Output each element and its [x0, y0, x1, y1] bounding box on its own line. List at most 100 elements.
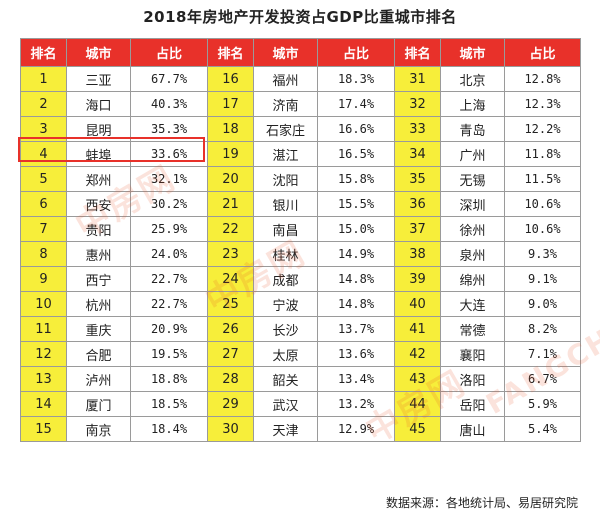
- rank-cell: 6: [20, 191, 67, 217]
- rank-cell: 27: [207, 341, 254, 367]
- share-cell: 14.8%: [317, 266, 395, 292]
- city-cell: 合肥: [66, 341, 131, 367]
- city-cell: 常德: [440, 316, 505, 342]
- city-cell: 桂林: [253, 241, 318, 267]
- share-cell: 16.6%: [317, 116, 395, 142]
- table-row: 13 泸州 18.8% 28 韶关 13.4% 43 洛阳 6.7%: [20, 366, 581, 392]
- share-cell: 12.2%: [504, 116, 581, 142]
- city-cell: 济南: [253, 91, 318, 117]
- rank-cell: 44: [394, 391, 441, 417]
- table-row: 4 蚌埠 33.6% 19 湛江 16.5% 34 广州 11.8%: [20, 141, 581, 167]
- share-cell: 12.8%: [504, 66, 581, 92]
- rank-cell: 5: [20, 166, 67, 192]
- header-share: 占比: [130, 38, 208, 67]
- city-cell: 杭州: [66, 291, 131, 317]
- table-row: 6 西安 30.2% 21 银川 15.5% 36 深圳 10.6%: [20, 191, 581, 217]
- rank-cell: 39: [394, 266, 441, 292]
- rank-cell: 1: [20, 66, 67, 92]
- table-row: 3 昆明 35.3% 18 石家庄 16.6% 33 青岛 12.2%: [20, 116, 581, 142]
- table-row: 10 杭州 22.7% 25 宁波 14.8% 40 大连 9.0%: [20, 291, 581, 317]
- rank-cell: 31: [394, 66, 441, 92]
- table-row: 8 惠州 24.0% 23 桂林 14.9% 38 泉州 9.3%: [20, 241, 581, 267]
- share-cell: 30.2%: [130, 191, 208, 217]
- share-cell: 15.0%: [317, 216, 395, 242]
- rank-cell: 29: [207, 391, 254, 417]
- header-rank: 排名: [207, 38, 254, 67]
- city-cell: 惠州: [66, 241, 131, 267]
- city-cell: 长沙: [253, 316, 318, 342]
- city-cell: 武汉: [253, 391, 318, 417]
- header-share: 占比: [317, 38, 395, 67]
- rank-cell: 3: [20, 116, 67, 142]
- rank-cell: 7: [20, 216, 67, 242]
- city-cell: 银川: [253, 191, 318, 217]
- rank-cell: 16: [207, 66, 254, 92]
- share-cell: 18.5%: [130, 391, 208, 417]
- city-cell: 南京: [66, 416, 131, 442]
- source-note: 数据来源：各地统计局、易居研究院: [385, 496, 578, 510]
- table-row: 7 贵阳 25.9% 22 南昌 15.0% 37 徐州 10.6%: [20, 216, 581, 242]
- rank-cell: 26: [207, 316, 254, 342]
- header-rank: 排名: [394, 38, 441, 67]
- city-cell: 西宁: [66, 266, 131, 292]
- city-cell: 无锡: [440, 166, 505, 192]
- share-cell: 25.9%: [130, 216, 208, 242]
- share-cell: 7.1%: [504, 341, 581, 367]
- rank-cell: 40: [394, 291, 441, 317]
- rank-cell: 25: [207, 291, 254, 317]
- share-cell: 22.7%: [130, 266, 208, 292]
- rank-cell: 33: [394, 116, 441, 142]
- rank-cell: 18: [207, 116, 254, 142]
- city-cell: 泉州: [440, 241, 505, 267]
- city-cell: 岳阳: [440, 391, 505, 417]
- share-cell: 19.5%: [130, 341, 208, 367]
- share-cell: 20.9%: [130, 316, 208, 342]
- table-body: 1 三亚 67.7% 16 福州 18.3% 31 北京 12.8% 2 海口 40.3% 17 济南 17…: [20, 66, 581, 442]
- city-cell: 海口: [66, 91, 131, 117]
- rank-cell: 43: [394, 366, 441, 392]
- city-cell: 天津: [253, 416, 318, 442]
- city-cell: 青岛: [440, 116, 505, 142]
- city-cell: 深圳: [440, 191, 505, 217]
- city-cell: 襄阳: [440, 341, 505, 367]
- share-cell: 14.9%: [317, 241, 395, 267]
- rank-cell: 41: [394, 316, 441, 342]
- share-cell: 16.5%: [317, 141, 395, 167]
- rank-cell: 10: [20, 291, 67, 317]
- share-cell: 18.3%: [317, 66, 395, 92]
- share-cell: 18.8%: [130, 366, 208, 392]
- rank-cell: 14: [20, 391, 67, 417]
- share-cell: 11.8%: [504, 141, 581, 167]
- rank-cell: 24: [207, 266, 254, 292]
- share-cell: 9.1%: [504, 266, 581, 292]
- share-cell: 33.6%: [130, 141, 208, 167]
- city-cell: 福州: [253, 66, 318, 92]
- table-row: 5 郑州 32.1% 20 沈阳 15.8% 35 无锡 11.5%: [20, 166, 581, 192]
- share-cell: 5.4%: [504, 416, 581, 442]
- table-row: 9 西宁 22.7% 24 成都 14.8% 39 绵州 9.1%: [20, 266, 581, 292]
- city-cell: 三亚: [66, 66, 131, 92]
- city-cell: 厦门: [66, 391, 131, 417]
- share-cell: 12.3%: [504, 91, 581, 117]
- share-cell: 35.3%: [130, 116, 208, 142]
- rank-cell: 20: [207, 166, 254, 192]
- share-cell: 10.6%: [504, 191, 581, 217]
- share-cell: 24.0%: [130, 241, 208, 267]
- rank-cell: 37: [394, 216, 441, 242]
- city-cell: 沈阳: [253, 166, 318, 192]
- rank-cell: 32: [394, 91, 441, 117]
- city-cell: 郑州: [66, 166, 131, 192]
- rank-cell: 28: [207, 366, 254, 392]
- rank-cell: 9: [20, 266, 67, 292]
- rank-cell: 45: [394, 416, 441, 442]
- share-cell: 14.8%: [317, 291, 395, 317]
- city-cell: 昆明: [66, 116, 131, 142]
- city-cell: 大连: [440, 291, 505, 317]
- city-cell: 徐州: [440, 216, 505, 242]
- city-cell: 贵阳: [66, 216, 131, 242]
- rank-cell: 22: [207, 216, 254, 242]
- city-cell: 唐山: [440, 416, 505, 442]
- rank-cell: 12: [20, 341, 67, 367]
- table-row: 15 南京 18.4% 30 天津 12.9% 45 唐山 5.4%: [20, 416, 581, 442]
- rank-cell: 30: [207, 416, 254, 442]
